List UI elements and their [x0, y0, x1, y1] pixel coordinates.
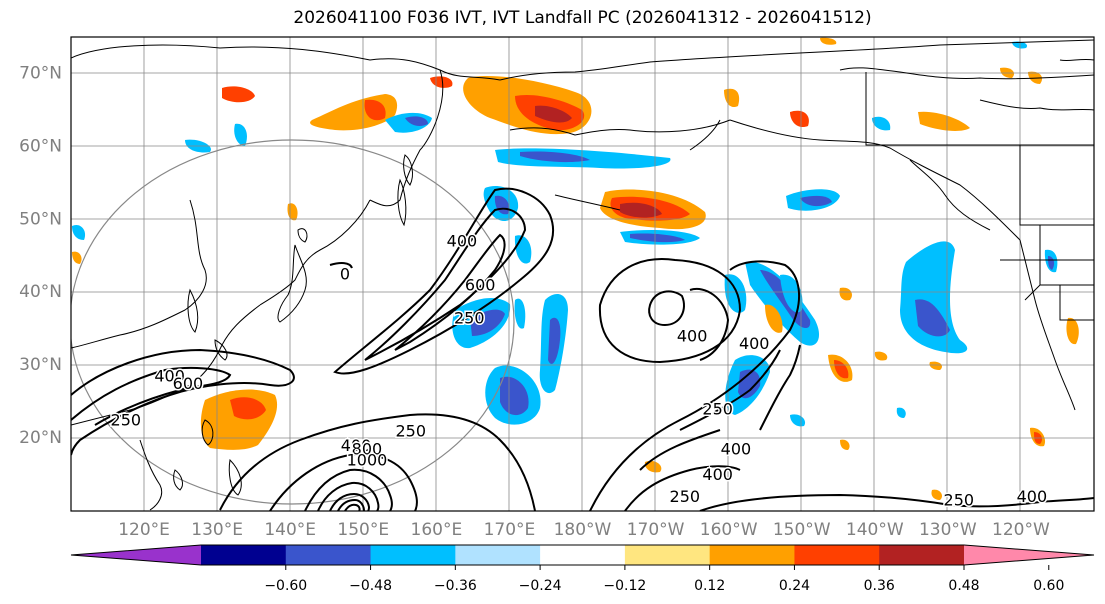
lon-tick-label: 160°E: [411, 520, 463, 540]
contour-label: 250: [396, 421, 427, 440]
contour-label: 600: [173, 374, 204, 393]
longitude-labels: 120°E 130°E 140°E 150°E 160°E 170°E 180°W 170°W…: [118, 520, 1050, 540]
contour-label: 800: [352, 440, 383, 459]
contour-label: 400: [1017, 487, 1048, 506]
map-title: 2026041100 F036 IVT, IVT Landfall PC (20…: [293, 8, 872, 28]
contour-label: 250: [944, 491, 975, 510]
contour-label: 600: [465, 275, 496, 294]
ivt-contours: [71, 187, 1094, 511]
lon-tick-label: 130°W: [919, 520, 977, 540]
lon-tick-label: 130°E: [191, 520, 243, 540]
map-frame: [70, 36, 1095, 512]
lon-tick-label: 140°W: [846, 520, 904, 540]
lat-tick-label: 70°N: [19, 63, 62, 83]
lon-tick-label: 120°E: [118, 520, 170, 540]
reference-circle: [71, 139, 515, 505]
lat-tick-label: 30°N: [19, 355, 62, 375]
contour-label: 400: [721, 440, 752, 459]
contour-label: 400: [702, 465, 733, 484]
lon-tick-label: 150°W: [773, 520, 831, 540]
lon-tick-label: 120°W: [992, 520, 1050, 540]
anomaly-shading: [72, 37, 1079, 500]
lat-tick-label: 40°N: [19, 282, 62, 302]
lon-tick-label: 170°E: [484, 520, 536, 540]
contour-label: 250: [702, 399, 733, 418]
contour-label: 250: [111, 410, 142, 429]
contour-label: 400: [447, 232, 478, 251]
contour-label: 400: [739, 334, 770, 353]
lon-tick-label: 180°W: [554, 520, 612, 540]
contour-label: 400: [341, 436, 372, 455]
contour-label: 1000: [347, 450, 388, 469]
gridlines: [71, 37, 1094, 511]
contour-label: 250: [454, 308, 485, 327]
lat-tick-label: 20°N: [19, 428, 62, 448]
lat-tick-label: 50°N: [19, 209, 62, 229]
lon-tick-label: 170°W: [627, 520, 685, 540]
lon-tick-label: 140°E: [264, 520, 316, 540]
lon-tick-label: 150°E: [337, 520, 389, 540]
contour-label: 400: [154, 367, 185, 386]
latitude-labels: 20°N 30°N 40°N 50°N 60°N 70°N: [19, 63, 62, 448]
contour-label: 0: [340, 265, 350, 284]
lat-tick-label: 60°N: [19, 136, 62, 156]
lon-tick-label: 160°W: [700, 520, 758, 540]
contour-label: 250: [670, 487, 701, 506]
contour-label: 400: [677, 326, 708, 345]
